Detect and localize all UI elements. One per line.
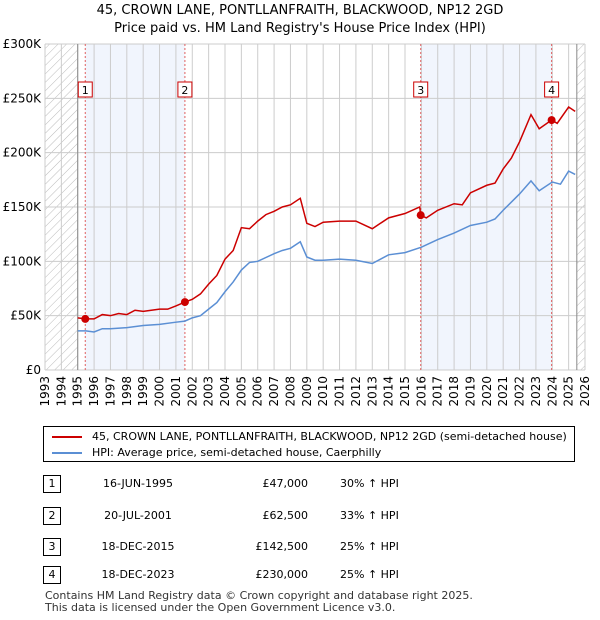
x-tick-label: 2012	[349, 376, 363, 407]
x-tick-label: 2018	[447, 376, 461, 407]
sale-marker-label: 2	[181, 84, 188, 97]
sale-marker-box	[177, 81, 193, 98]
price-chart: 1993 1994 1995 1996 1997 1998 1999 2000 2001 2002…	[3, 37, 592, 407]
x-tick-label: 2024	[545, 376, 559, 407]
x-tick-label: 2026	[578, 376, 592, 407]
sale-hpi-change: 25% ↑ HPI	[340, 540, 399, 553]
y-tick-label: £100K	[3, 254, 43, 268]
sale-point	[81, 314, 90, 323]
sale-marker-box	[413, 81, 429, 98]
sale-number-badge: 3	[43, 538, 61, 556]
x-tick-label: 1995	[71, 376, 85, 407]
sale-date: 20-JUL-2001	[104, 509, 172, 522]
y-tick-label: £300K	[3, 37, 43, 51]
sale-marker-label: 4	[548, 84, 555, 97]
sale-price: £62,500	[262, 509, 309, 522]
x-tick-label: 2008	[283, 376, 297, 407]
x-tick-label: 2004	[218, 376, 232, 407]
sale-hpi-change: 25% ↑ HPI	[340, 568, 399, 581]
x-tick-label: 2007	[267, 376, 281, 407]
series-line	[77, 170, 576, 333]
x-tick-label: 2016	[414, 376, 428, 407]
x-tick-label: 2001	[169, 376, 183, 407]
sale-price: £142,500	[255, 540, 309, 553]
sale-point	[416, 211, 425, 220]
sale-marker-label: 3	[417, 84, 424, 97]
sale-date: 18-DEC-2023	[101, 568, 175, 581]
legend-label: 45, CROWN LANE, PONTLLANFRAITH, BLACKWOO…	[92, 430, 567, 443]
x-tick-label: 2006	[251, 376, 265, 407]
y-tick-label: £150K	[3, 200, 43, 214]
red-line-swatch	[52, 435, 82, 438]
y-tick-label: £200K	[3, 146, 43, 160]
sale-hpi-change: 30% ↑ HPI	[340, 477, 399, 490]
blue-line-swatch	[52, 451, 82, 454]
x-tick-label: 2025	[562, 376, 576, 407]
y-tick-label: £250K	[3, 91, 43, 105]
y-tick-label: £50K	[10, 309, 42, 323]
x-tick-label: 2017	[431, 376, 445, 407]
sale-price: £230,000	[255, 568, 309, 581]
x-tick-label: 2019	[463, 376, 477, 407]
x-tick-label: 2003	[202, 376, 216, 407]
sale-point	[180, 298, 189, 307]
sale-marker-box	[77, 81, 93, 98]
sale-marker-box	[544, 81, 560, 98]
sale-price: £47,000	[262, 477, 309, 490]
sale-row: 2 20-JUL-2001 £62,500 33% ↑ HPI	[43, 507, 443, 525]
x-tick-label: 2009	[300, 376, 314, 407]
x-tick-label: 2020	[480, 376, 494, 407]
sale-number-badge: 1	[43, 475, 61, 493]
sale-hpi-change: 33% ↑ HPI	[340, 509, 399, 522]
x-tick-label: 1997	[103, 376, 117, 407]
x-tick-label: 2002	[185, 376, 199, 407]
x-tick-label: 2022	[513, 376, 527, 407]
x-tick-label: 2011	[333, 376, 347, 407]
sale-row: 4 18-DEC-2023 £230,000 25% ↑ HPI	[43, 566, 443, 584]
legend-item-hpi: HPI: Average price, semi-detached house,…	[52, 446, 381, 459]
x-tick-label: 2010	[316, 376, 330, 407]
sale-date: 16-JUN-1995	[102, 477, 174, 490]
legend: 45, CROWN LANE, PONTLLANFRAITH, BLACKWOO…	[43, 426, 575, 462]
x-tick-label: 2005	[234, 376, 248, 407]
sale-row: 1 16-JUN-1995 £47,000 30% ↑ HPI	[43, 475, 443, 493]
sale-date: 18-DEC-2015	[101, 540, 175, 553]
x-tick-label: 2014	[382, 376, 396, 407]
chart-title: 45, CROWN LANE, PONTLLANFRAITH, BLACKWOO…	[96, 3, 504, 18]
x-tick-label: 1998	[120, 376, 134, 407]
x-tick-label: 2023	[529, 376, 543, 407]
y-tick-label: £0	[26, 363, 41, 377]
legend-item-property: 45, CROWN LANE, PONTLLANFRAITH, BLACKWOO…	[52, 430, 567, 443]
sale-number-badge: 4	[43, 566, 61, 584]
chart-subtitle: Price paid vs. HM Land Registry's House …	[114, 21, 486, 36]
footer-line: This data is licensed under the Open Gov…	[45, 601, 396, 614]
x-tick-label: 1993	[38, 376, 52, 407]
sale-number-badge: 2	[43, 507, 61, 525]
legend-label: HPI: Average price, semi-detached house,…	[92, 446, 382, 459]
footer: Contains HM Land Registry data © Crown c…	[45, 590, 473, 614]
x-tick-label: 1996	[87, 376, 101, 407]
footer-line: Contains HM Land Registry data © Crown c…	[45, 589, 473, 602]
sale-marker-label: 1	[82, 84, 89, 97]
x-tick-label: 2000	[153, 376, 167, 407]
x-tick-label: 2021	[496, 376, 510, 407]
x-tick-label: 1999	[136, 376, 150, 407]
x-tick-label: 2013	[365, 376, 379, 407]
x-tick-label: 2015	[398, 376, 412, 407]
sale-row: 3 18-DEC-2015 £142,500 25% ↑ HPI	[43, 538, 443, 556]
series-line	[77, 105, 576, 320]
sale-point	[547, 116, 556, 125]
x-tick-label: 1994	[54, 376, 68, 407]
